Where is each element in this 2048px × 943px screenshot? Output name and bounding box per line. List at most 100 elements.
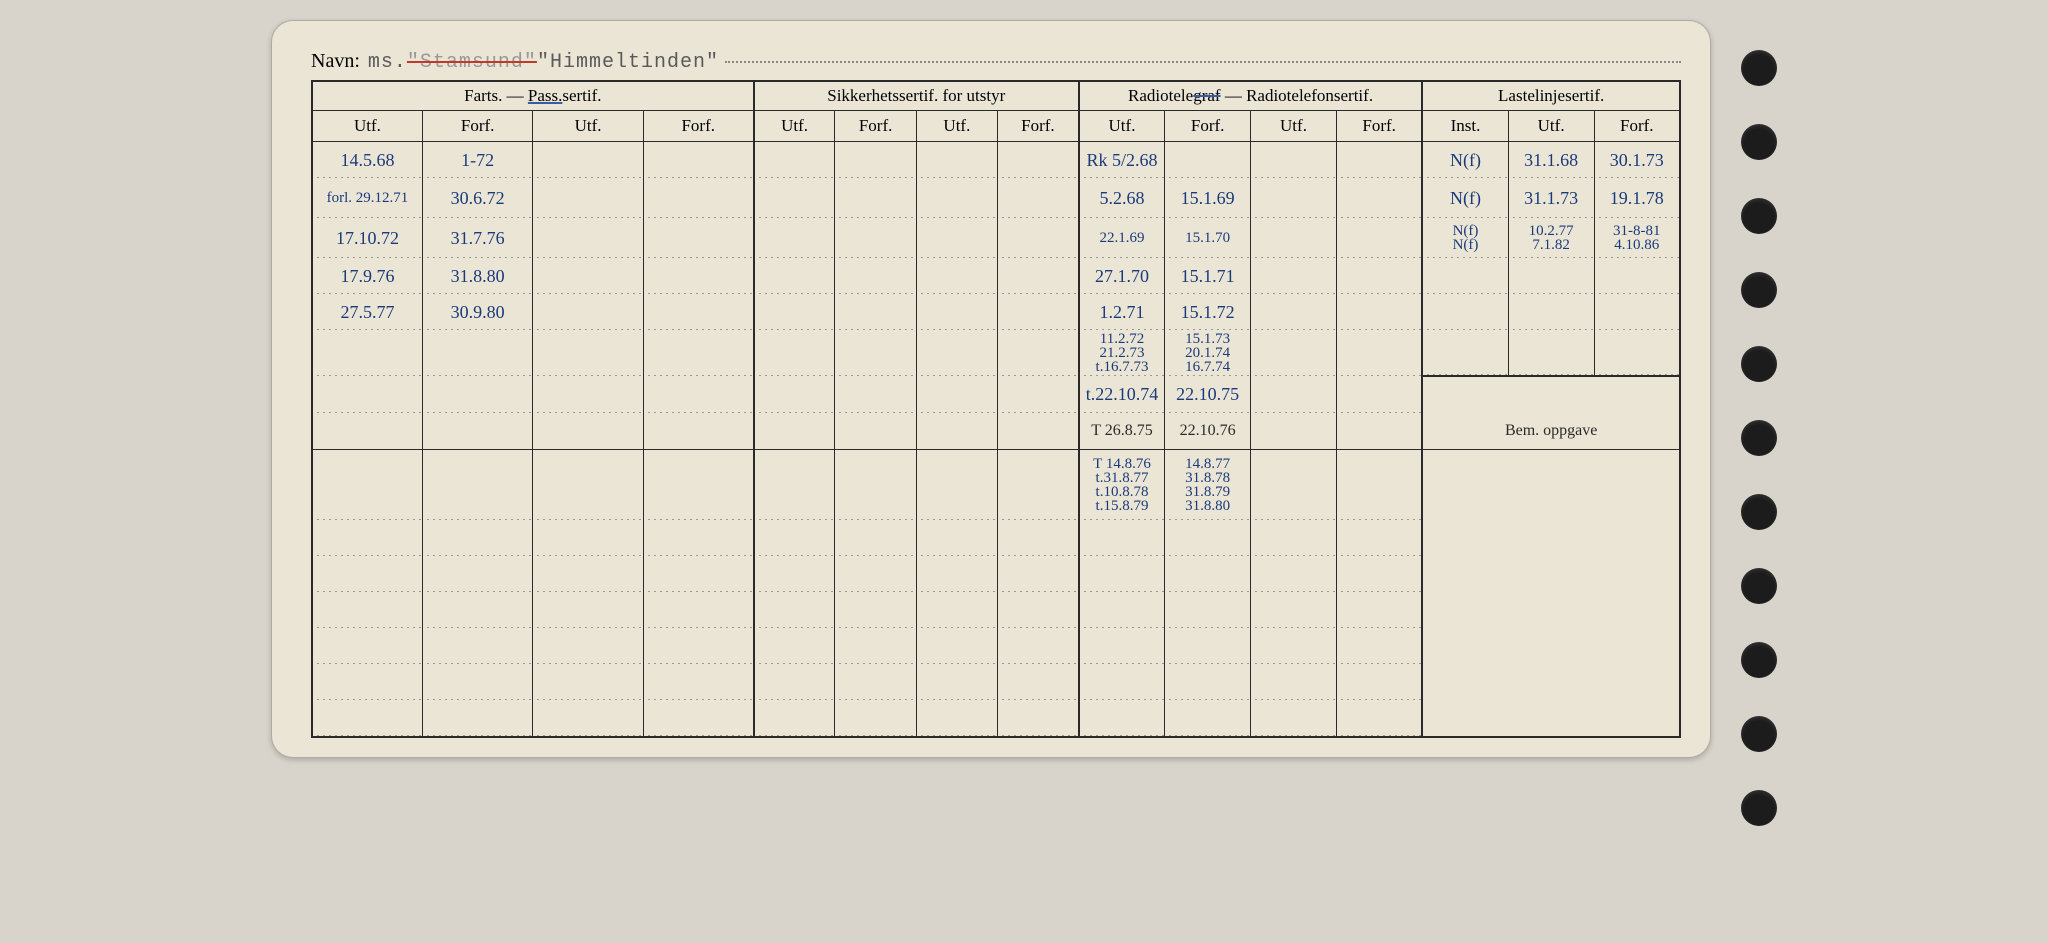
- table-cell: [998, 700, 1079, 737]
- hole-icon: [1741, 568, 1777, 604]
- table-cell: [1165, 142, 1251, 179]
- table-cell: T 26.8.75: [1079, 413, 1165, 450]
- table-cell: [1508, 294, 1594, 330]
- table-cell: 31-8-814.10.86: [1594, 218, 1680, 258]
- table-cell: [533, 413, 643, 450]
- table-cell: [916, 628, 997, 664]
- table-cell: [998, 142, 1079, 179]
- table-cell: 31.1.73: [1508, 178, 1594, 218]
- table-cell: [1508, 330, 1594, 376]
- table-cell: [1079, 592, 1165, 628]
- table-cell: 15.1.70: [1165, 218, 1251, 258]
- col-forf: Forf.: [1594, 111, 1680, 142]
- table-cell: N(f): [1422, 178, 1508, 218]
- table-cell: [1251, 450, 1337, 520]
- table-row: 27.5.7730.9.801.2.7115.1.72: [312, 294, 1680, 330]
- table-cell: [422, 376, 532, 413]
- table-cell: 15.1.69: [1165, 178, 1251, 218]
- col-forf: Forf.: [998, 111, 1079, 142]
- table-cell: [1594, 258, 1680, 294]
- col-utf: Utf.: [1508, 111, 1594, 142]
- table-cell: [1336, 700, 1422, 737]
- table-cell: [835, 628, 916, 664]
- table-cell: [835, 258, 916, 294]
- table-cell: [1422, 450, 1680, 520]
- hole-icon: [1741, 272, 1777, 308]
- table-cell: 30.6.72: [422, 178, 532, 218]
- group-sikkerhet: Sikkerhetssertif. for utstyr: [754, 82, 1079, 111]
- table-cell: 14.5.68: [312, 142, 422, 179]
- table-cell: [1251, 178, 1337, 218]
- table-cell: [916, 258, 997, 294]
- table-cell: 15.1.72: [1165, 294, 1251, 330]
- table-cell: [916, 700, 997, 737]
- table-cell: [998, 376, 1079, 413]
- table-cell: [533, 178, 643, 218]
- table-cell: [643, 628, 753, 664]
- table-cell: [1251, 664, 1337, 700]
- table-row: [312, 664, 1680, 700]
- table-cell: [312, 664, 422, 700]
- table-cell: [643, 294, 753, 330]
- table-cell: 27.5.77: [312, 294, 422, 330]
- table-cell: [1422, 330, 1508, 376]
- table-cell: [1336, 413, 1422, 450]
- table-cell: [533, 376, 643, 413]
- table-cell: [1336, 556, 1422, 592]
- table-cell: [1422, 556, 1680, 592]
- table-cell: [312, 556, 422, 592]
- table-cell: Bem. oppgave: [1422, 413, 1680, 450]
- table-cell: [643, 376, 753, 413]
- table-cell: N(f)N(f): [1422, 218, 1508, 258]
- table-cell: [1336, 520, 1422, 556]
- table-cell: [1336, 142, 1422, 179]
- table-cell: forl. 29.12.71: [312, 178, 422, 218]
- table-cell: [1422, 664, 1680, 700]
- table-cell: Rk 5/2.68: [1079, 142, 1165, 179]
- table-cell: [533, 142, 643, 179]
- table-cell: [422, 520, 532, 556]
- table-cell: [533, 450, 643, 520]
- table-cell: [998, 218, 1079, 258]
- table-cell: [1165, 628, 1251, 664]
- table-cell: [1079, 664, 1165, 700]
- table-cell: [1336, 628, 1422, 664]
- hole-icon: [1741, 198, 1777, 234]
- table-row: 17.10.7231.7.7622.1.6915.1.70N(f)N(f)10.…: [312, 218, 1680, 258]
- table-cell: 14.8.7731.8.7831.8.7931.8.80: [1165, 450, 1251, 520]
- table-cell: [1251, 330, 1337, 376]
- table-cell: [1336, 218, 1422, 258]
- table-cell: [533, 218, 643, 258]
- table-cell: [533, 556, 643, 592]
- col-inst: Inst.: [1422, 111, 1508, 142]
- table-cell: [312, 376, 422, 413]
- table-cell: [998, 330, 1079, 376]
- table-cell: [998, 413, 1079, 450]
- table-cell: [643, 142, 753, 179]
- col-forf: Forf.: [643, 111, 753, 142]
- table-cell: [1422, 376, 1680, 413]
- table-cell: [916, 218, 997, 258]
- table-cell: [533, 592, 643, 628]
- table-cell: [916, 556, 997, 592]
- binder-holes: [1741, 20, 1777, 826]
- table-cell: [835, 664, 916, 700]
- table-cell: 15.1.7320.1.7416.7.74: [1165, 330, 1251, 376]
- col-utf: Utf.: [1079, 111, 1165, 142]
- table-cell: [1336, 294, 1422, 330]
- table-cell: [754, 258, 835, 294]
- table-cell: [1251, 258, 1337, 294]
- table-cell: [1594, 294, 1680, 330]
- table-cell: [835, 450, 916, 520]
- ledger-card: Navn: ms. "Stamsund" "Himmeltinden" Fart…: [271, 20, 1711, 758]
- table-cell: 31.7.76: [422, 218, 532, 258]
- table-cell: [422, 330, 532, 376]
- table-cell: [998, 628, 1079, 664]
- table-cell: t.22.10.74: [1079, 376, 1165, 413]
- table-cell: [754, 330, 835, 376]
- table-cell: [916, 664, 997, 700]
- table-cell: [754, 700, 835, 737]
- table-cell: [1165, 664, 1251, 700]
- table-cell: [916, 376, 997, 413]
- table-cell: [835, 556, 916, 592]
